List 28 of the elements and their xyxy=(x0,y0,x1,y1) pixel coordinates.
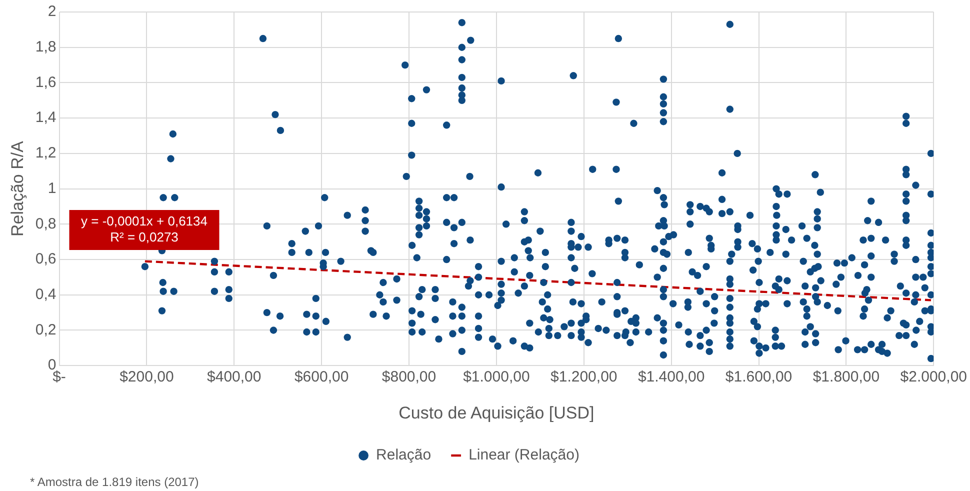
x-tick-label: $1.600,00 xyxy=(725,368,792,386)
y-tick-label: 2 xyxy=(48,3,56,20)
x-tick-label: $400,00 xyxy=(207,368,262,386)
x-tick-label: $600,00 xyxy=(294,368,349,386)
legend-label: Linear (Relação) xyxy=(468,446,580,464)
x-tick-label: $1.400,00 xyxy=(638,368,705,386)
x-tick-label: $1.800,00 xyxy=(812,368,880,386)
annotation: y = -0,0001x + 0,6134 xyxy=(81,214,208,229)
y-tick-label: 1,4 xyxy=(35,109,56,126)
y-tick-label: 0,8 xyxy=(35,215,56,232)
y-tick-label: 1,6 xyxy=(35,74,56,91)
x-tick-label: $1.000,00 xyxy=(463,368,530,386)
text: * Amostra de 1.819 itens (2017) xyxy=(30,475,199,489)
x-tick-label: $- xyxy=(52,368,66,386)
x-axis-title: Custo de Aquisição [USD] xyxy=(398,403,594,422)
legend-label: Relação xyxy=(376,446,432,464)
annotation: R² = 0,0273 xyxy=(110,230,178,245)
x-tick-label: $2.000,00 xyxy=(900,368,967,386)
x-tick-label: $200,00 xyxy=(120,368,174,386)
x-tick-label: $800,00 xyxy=(382,368,436,386)
y-tick-label: 1 xyxy=(48,180,56,197)
y-tick-label: 1,2 xyxy=(35,144,56,162)
y-tick-label: 0,2 xyxy=(35,321,56,338)
y-tick-label: 0,4 xyxy=(35,286,56,304)
x-tick-label: $1.200,00 xyxy=(550,368,618,386)
y-tick-label: 0,6 xyxy=(35,250,56,268)
y-axis-title: Relação R/A xyxy=(8,140,27,237)
y-tick-label: 1,8 xyxy=(35,38,56,56)
